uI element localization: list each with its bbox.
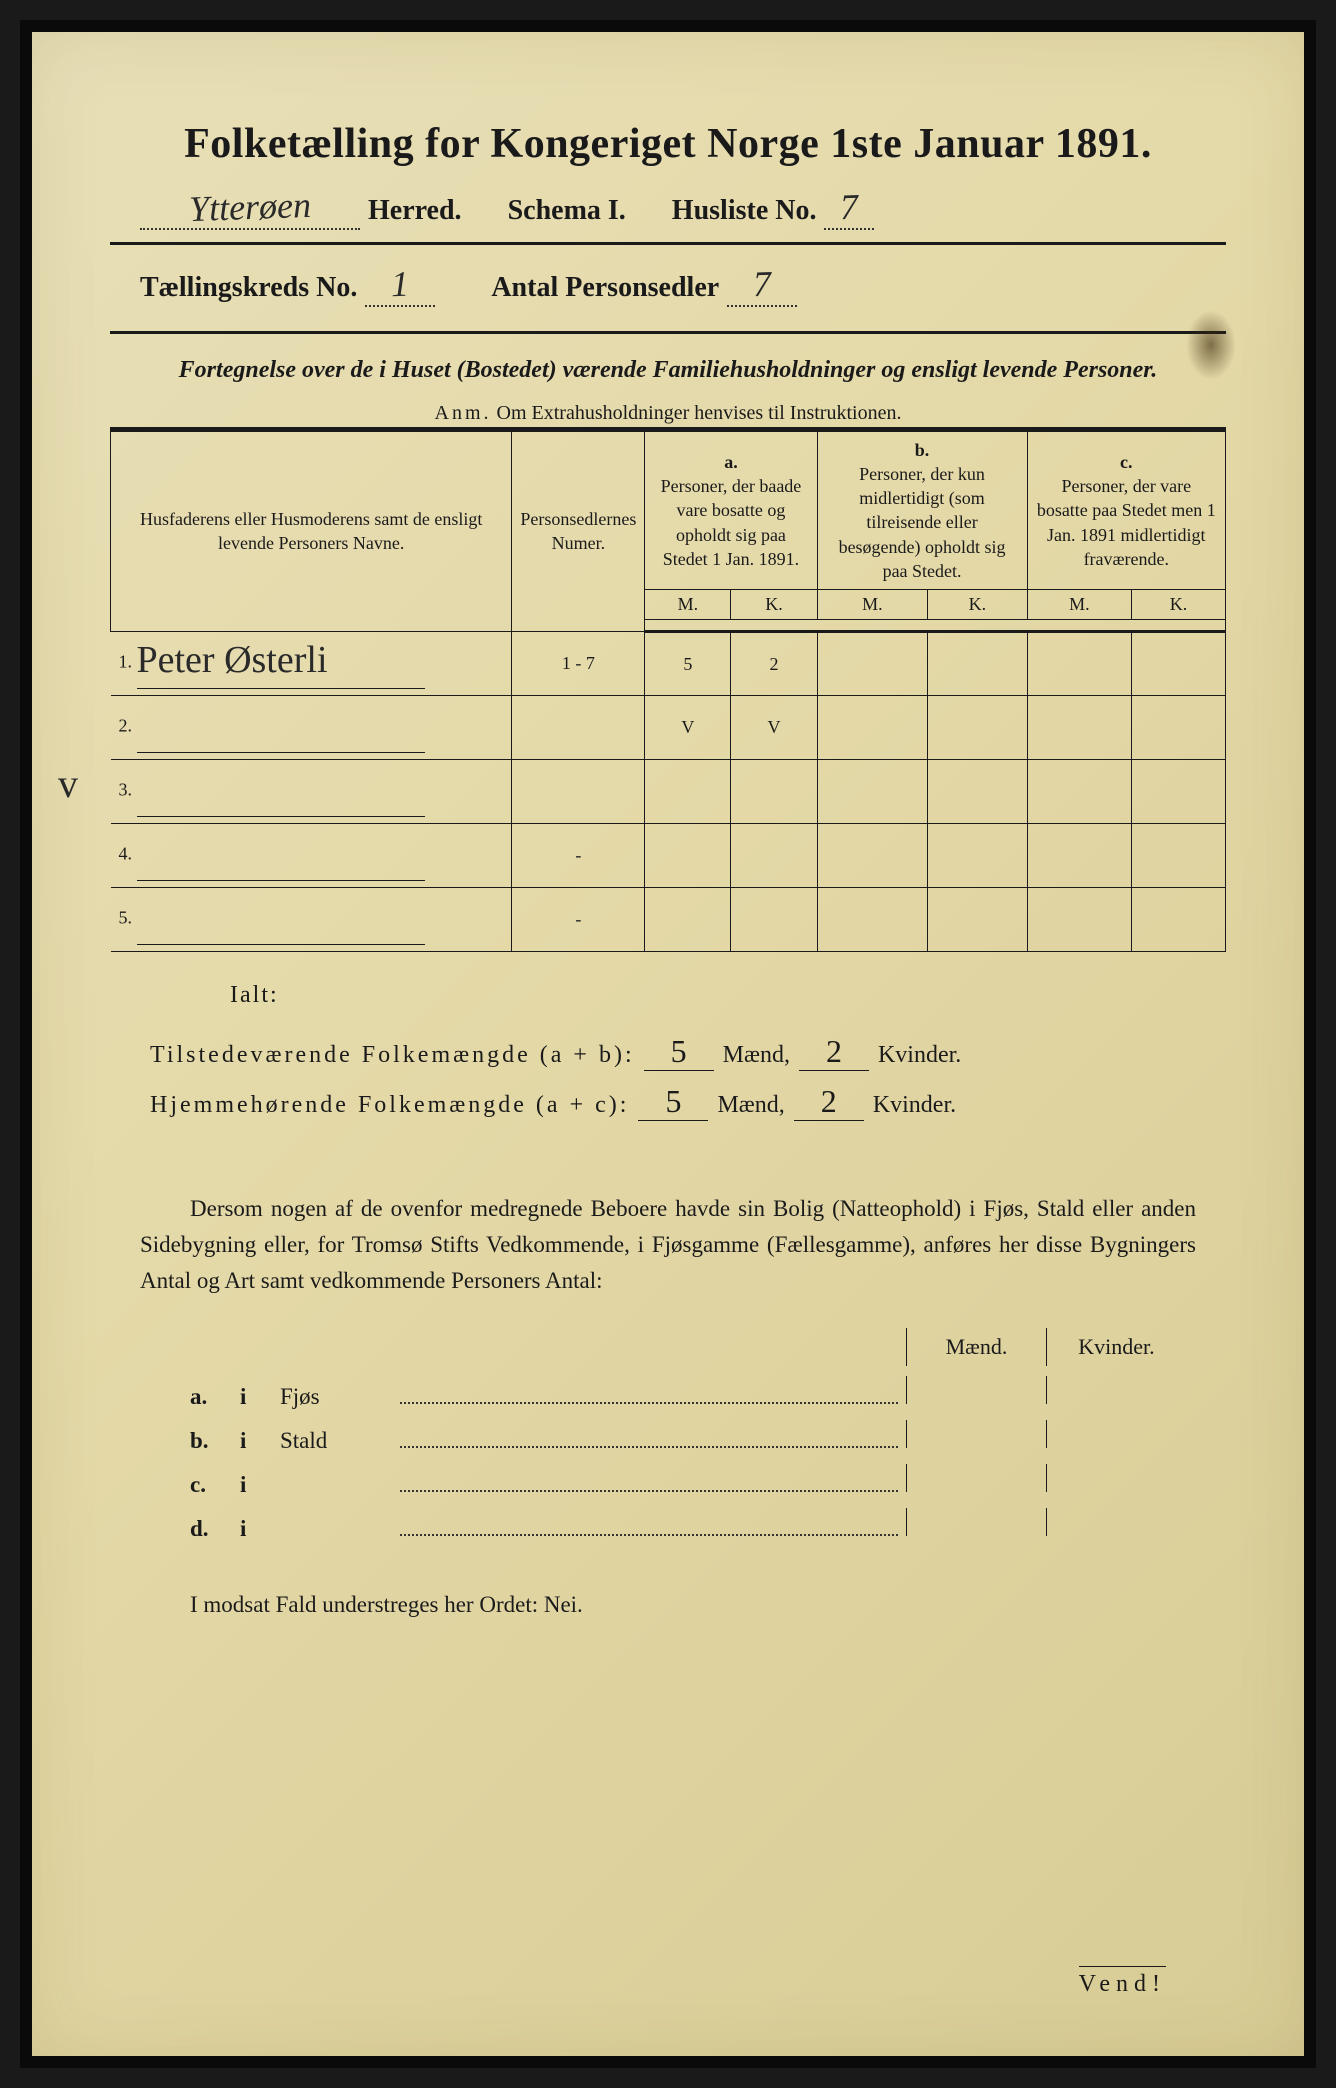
col-a-header: a.Personer, der baade vare bosatte og op… xyxy=(645,429,817,590)
bottom-row: a.iFjøs xyxy=(190,1376,1186,1410)
total-ac-k: 2 xyxy=(794,1083,864,1121)
total-ac-m: 5 xyxy=(638,1083,708,1121)
anm-text: Om Extrahusholdninger henvises til Instr… xyxy=(497,402,902,424)
bottom-row: c.i xyxy=(190,1464,1186,1498)
header-line-1: Ytterøen Herred. Schema I. Husliste No. … xyxy=(110,186,1226,230)
col-b-header: b.Personer, der kun midlertidigt (som ti… xyxy=(817,429,1027,590)
anm-label: Anm. xyxy=(435,402,492,424)
husliste-label: Husliste No. xyxy=(672,195,817,227)
main-table: Husfaderens eller Husmoderens samt de en… xyxy=(110,427,1226,953)
page-title: Folketælling for Kongeriget Norge 1ste J… xyxy=(110,120,1226,168)
col-a-k: K. xyxy=(731,590,817,620)
subtitle: Fortegnelse over de i Huset (Bostedet) v… xyxy=(110,354,1226,388)
table-row: 3. xyxy=(111,760,1226,824)
smudge-stain xyxy=(1186,310,1236,380)
col-b-m: M. xyxy=(817,590,928,620)
table-row: 4. - xyxy=(111,824,1226,888)
table-row: 5. - xyxy=(111,888,1226,952)
bt-maend-header: Mænd. xyxy=(906,1328,1046,1366)
total-ab-k: 2 xyxy=(799,1033,869,1071)
total-ab-m: 5 xyxy=(644,1033,714,1071)
footer-line: I modsat Fald understreges her Ordet: Ne… xyxy=(190,1592,1226,1618)
bottom-row: d.i xyxy=(190,1508,1186,1542)
col-c-m: M. xyxy=(1027,590,1132,620)
explanatory-paragraph: Dersom nogen af de ovenfor medregnede Be… xyxy=(140,1191,1196,1298)
anm-note: Anm. Om Extrahusholdninger henvises til … xyxy=(110,402,1226,425)
kreds-value: 1 xyxy=(391,263,410,306)
bt-kvinder-header: Kvinder. xyxy=(1046,1328,1186,1366)
col-a-m: M. xyxy=(645,590,731,620)
col-num-header: Personsedlernes Numer. xyxy=(512,429,645,632)
schema-label: Schema I. xyxy=(508,195,626,227)
table-row: 2. VV xyxy=(111,696,1226,760)
totals-line-1: Tilstedeværende Folkemængde (a + b): 5 M… xyxy=(150,1033,1226,1071)
herred-label: Herred. xyxy=(368,195,462,227)
bottom-row: b.iStald xyxy=(190,1420,1186,1454)
census-form-page: v Folketælling for Kongeriget Norge 1ste… xyxy=(20,20,1316,2068)
col-c-k: K. xyxy=(1132,590,1226,620)
husliste-value: 7 xyxy=(840,186,859,229)
kreds-label: Tællingskreds No. xyxy=(140,272,357,304)
herred-value: Ytterøen xyxy=(188,184,311,230)
col-c-header: c.Personer, der vare bosatte paa Stedet … xyxy=(1027,429,1225,590)
vend-label: Vend! xyxy=(1079,1966,1166,1998)
antal-value: 7 xyxy=(752,263,771,306)
margin-checkmark: v xyxy=(58,760,78,807)
antal-label: Antal Personsedler xyxy=(491,272,719,304)
col-b-k: K. xyxy=(928,590,1027,620)
col-name-header: Husfaderens eller Husmoderens samt de en… xyxy=(111,429,512,632)
bottom-table: Mænd. Kvinder. a.iFjøs b.iStald c.i d.i xyxy=(190,1328,1186,1542)
header-box: Tællingskreds No. 1 Antal Personsedler 7 xyxy=(110,242,1226,334)
ialt-label: Ialt: xyxy=(230,982,1226,1009)
totals-line-2: Hjemmehørende Folkemængde (a + c): 5 Mæn… xyxy=(150,1083,1226,1121)
table-row: 1. Peter Østerli1 - 752 xyxy=(111,632,1226,696)
